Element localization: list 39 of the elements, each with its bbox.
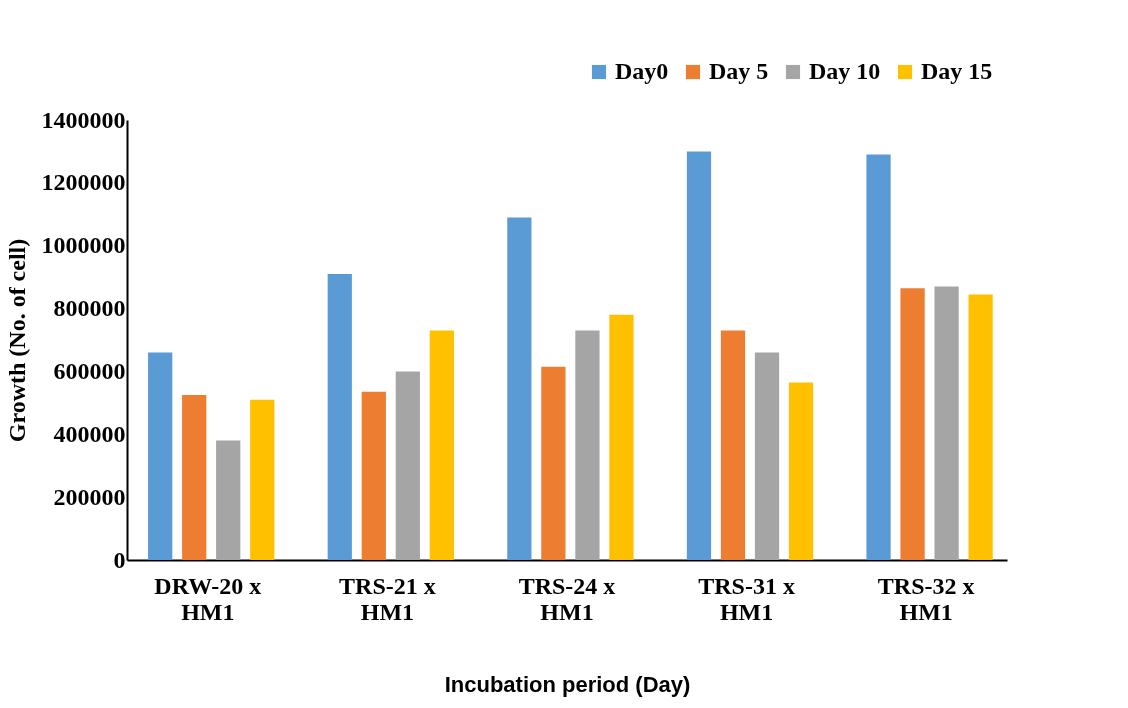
- x-tick-label: DRW-20 x HM1: [154, 572, 262, 625]
- x-tick-label: TRS-24 x HM1: [518, 572, 616, 625]
- bar: [575, 330, 600, 560]
- bar: [361, 391, 386, 560]
- bar: [788, 382, 814, 560]
- legend-label: Day 5: [709, 58, 769, 84]
- y-tick-label: 200000: [53, 483, 126, 510]
- bar: [541, 366, 566, 560]
- bar: [327, 274, 352, 560]
- y-tick-label: 1400000: [41, 106, 126, 133]
- x-tick-label: TRS-32 x HM1: [877, 572, 975, 625]
- bar: [182, 395, 207, 560]
- bar: [609, 314, 634, 560]
- bar: [934, 286, 959, 560]
- bar: [395, 371, 420, 560]
- x-axis-title: Incubation period (Day): [444, 671, 691, 697]
- x-tick-label: TRS-21 x HM1: [339, 572, 436, 625]
- y-tick-label: 600000: [53, 357, 126, 384]
- bar: [148, 352, 173, 560]
- bar: [866, 154, 891, 560]
- bar: [216, 440, 241, 560]
- bar: [429, 330, 454, 560]
- legend-label: Day 15: [921, 58, 993, 84]
- bar: [720, 330, 746, 560]
- bar: [507, 217, 532, 560]
- legend-label: Day0: [615, 58, 669, 84]
- x-tick-label: TRS-31 x HM1: [698, 572, 795, 625]
- bar: [968, 294, 993, 560]
- y-tick-label: 1000000: [41, 232, 126, 259]
- bar: [754, 352, 780, 560]
- y-tick-label: 1200000: [41, 169, 126, 196]
- y-tick-label: 800000: [53, 295, 126, 322]
- bar: [686, 151, 712, 560]
- bar: [250, 399, 275, 560]
- y-axis-title: Growth (No. of cell): [3, 238, 30, 443]
- y-tick-label: 400000: [53, 420, 126, 447]
- legend-label: Day 10: [809, 58, 881, 84]
- y-tick-label: 0: [113, 546, 126, 573]
- bar: [900, 288, 925, 560]
